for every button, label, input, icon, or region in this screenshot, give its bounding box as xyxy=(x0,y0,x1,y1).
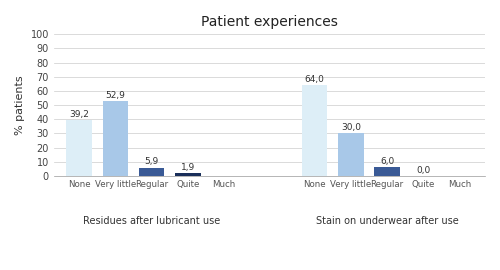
Bar xyxy=(102,101,128,176)
Text: 5,9: 5,9 xyxy=(144,157,159,167)
Bar xyxy=(302,85,328,176)
Text: 64,0: 64,0 xyxy=(305,75,324,84)
Text: 6,0: 6,0 xyxy=(380,157,394,166)
Bar xyxy=(374,167,400,176)
Bar xyxy=(338,133,363,176)
Y-axis label: % patients: % patients xyxy=(15,75,25,135)
Text: 0,0: 0,0 xyxy=(416,166,430,175)
Text: Residues after lubricant use: Residues after lubricant use xyxy=(83,216,220,226)
Text: Stain on underwear after use: Stain on underwear after use xyxy=(316,216,458,226)
Bar xyxy=(139,168,164,176)
Text: 39,2: 39,2 xyxy=(69,110,89,119)
Text: 52,9: 52,9 xyxy=(106,91,126,100)
Text: 1,9: 1,9 xyxy=(180,163,195,172)
Title: Patient experiences: Patient experiences xyxy=(201,15,338,29)
Bar xyxy=(175,173,201,176)
Text: 30,0: 30,0 xyxy=(341,123,361,132)
Bar xyxy=(66,120,92,176)
